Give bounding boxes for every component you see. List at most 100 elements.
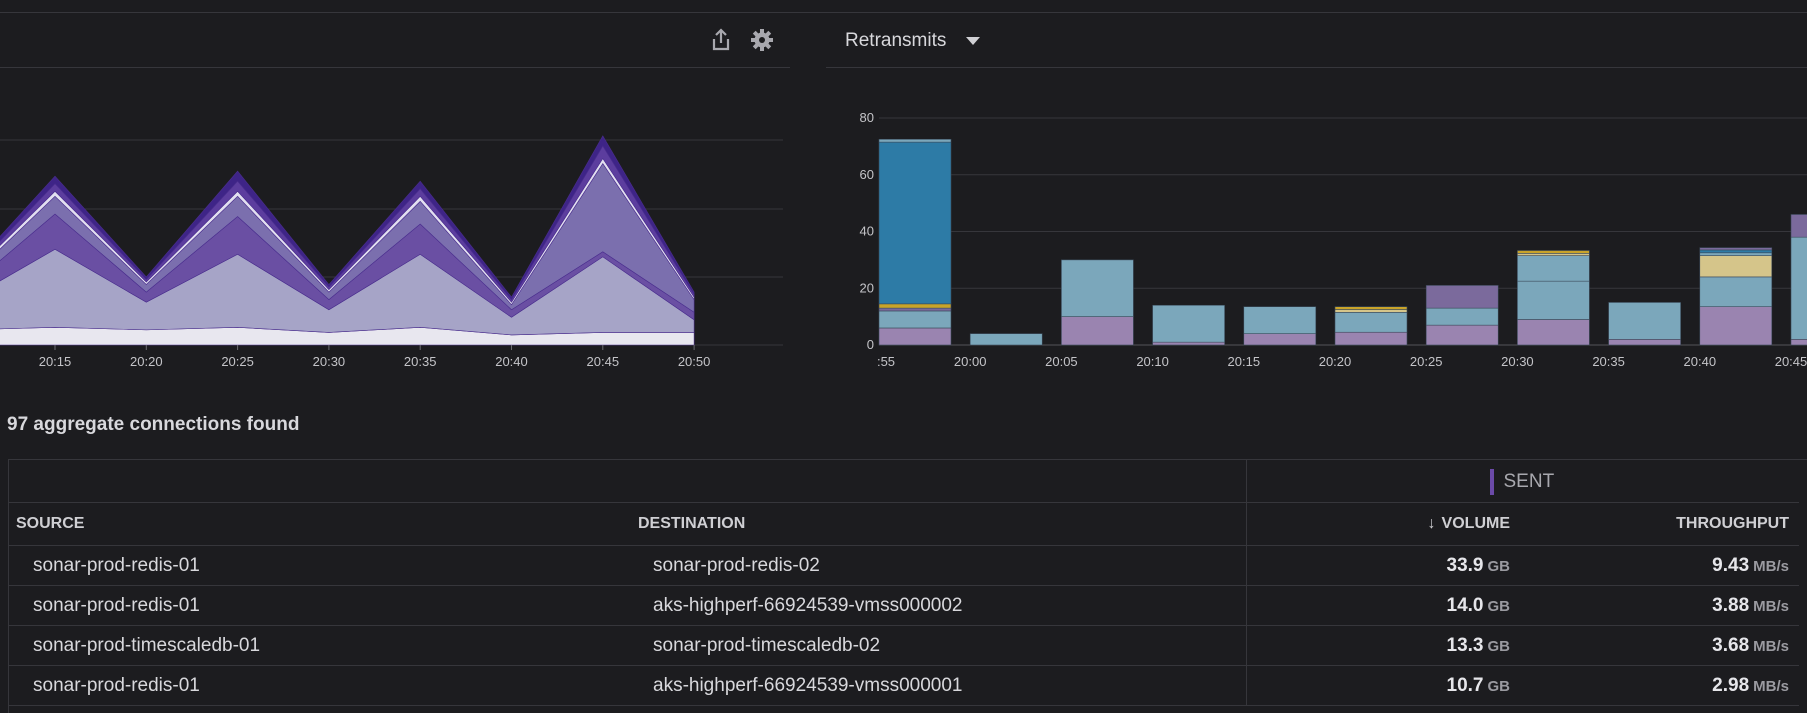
caret-down-icon <box>966 37 981 45</box>
table-row[interactable]: sonar-prod-timescaledb-01 sonar-prod-time… <box>9 625 1799 666</box>
row-throughput: 3.88 MB/s <box>1520 585 1799 626</box>
x-tick-label: 20:30 <box>1501 354 1534 369</box>
bar-segment <box>1608 302 1681 340</box>
bar-segment <box>1334 309 1408 313</box>
row-volume-unit: GB <box>1487 637 1511 655</box>
row-throughput-unit: MB/s <box>1753 637 1789 655</box>
column-header-throughput[interactable]: THROUGHPUT <box>1520 502 1799 546</box>
row-throughput-value: 3.68 <box>1712 634 1750 656</box>
x-tick-label: 20:10 <box>1136 354 1169 369</box>
bar-segment <box>1517 280 1590 320</box>
row-throughput-unit: MB/s <box>1753 557 1789 575</box>
row-destination[interactable]: aks-highperf-66924539-vmss000002 <box>628 585 1246 626</box>
bar-segment <box>1334 331 1408 346</box>
bar-segment <box>1699 252 1773 256</box>
y-tick-label: 80 <box>860 110 874 125</box>
row-throughput-unit: MB/s <box>1753 677 1789 695</box>
y-tick-label: 0 <box>867 337 874 352</box>
x-tick-label: 20:25 <box>221 354 254 369</box>
column-header-volume-label: VOLUME <box>1441 515 1510 532</box>
connections-table: SENT SOURCE DESTINATION ↓ VOLUME THROUGHP… <box>8 459 1807 713</box>
row-volume-value: 10.7 <box>1446 674 1484 696</box>
row-throughput: 3.68 MB/s <box>1520 625 1799 666</box>
bar-segment <box>1243 306 1317 334</box>
row-throughput: 2.98 MB/s <box>1520 665 1799 706</box>
bar-segment <box>1152 341 1225 346</box>
sent-group-label: SENT <box>1503 471 1555 492</box>
bar-segment <box>878 310 952 329</box>
bar-segment <box>878 138 952 143</box>
gear-icon <box>751 29 773 51</box>
sent-color-bar <box>1489 469 1494 495</box>
row-throughput-value: 2.98 <box>1712 674 1750 696</box>
right-panel-header-divider <box>826 67 1807 68</box>
x-tick-label: 20:20 <box>130 354 163 369</box>
share-button[interactable] <box>707 26 735 54</box>
x-tick-label: 20:30 <box>313 354 346 369</box>
bar-segment <box>1425 285 1499 309</box>
area-chart: 20:15 20:20 20:25 20:30 20:35 20:40 20:45 20:50 <box>0 135 783 369</box>
bar-segment <box>1334 312 1408 333</box>
row-volume-value: 13.3 <box>1446 634 1484 656</box>
bar-segment <box>1699 306 1773 346</box>
bar-segment <box>1152 304 1225 343</box>
row-destination[interactable]: aks-highperf-66924539-vmss000001 <box>628 665 1246 706</box>
x-tick-label: 20:00 <box>954 354 987 369</box>
x-tick-label: 20:20 <box>1319 354 1352 369</box>
row-source[interactable]: sonar-prod-timescaledb-01 <box>9 625 628 666</box>
x-tick-label: 20:35 <box>404 354 437 369</box>
row-volume: 10.7 GB <box>1245 665 1520 706</box>
row-volume: 14.0 GB <box>1245 585 1520 626</box>
row-throughput-value: 9.43 <box>1712 554 1750 576</box>
x-tick-label: 20:50 <box>678 354 711 369</box>
x-tick-label: 20:15 <box>39 354 72 369</box>
x-tick-label: 20:45 <box>587 354 620 369</box>
bar-segment <box>878 327 952 346</box>
group-spacer <box>9 460 628 503</box>
row-destination[interactable]: sonar-prod-redis-02 <box>628 545 1246 586</box>
bar-segment <box>1061 259 1134 317</box>
row-volume-value: 33.9 <box>1446 554 1484 576</box>
sort-down-arrow-icon: ↓ <box>1427 515 1436 532</box>
bar-segment <box>878 141 952 305</box>
x-tick-label: 20:45 <box>1775 354 1807 369</box>
bar-segment <box>878 303 952 309</box>
column-header-volume[interactable]: ↓ VOLUME <box>1245 502 1520 546</box>
bar-segment <box>969 333 1043 346</box>
bar-segment <box>1790 339 1807 346</box>
row-volume-unit: GB <box>1487 557 1511 575</box>
row-destination[interactable]: sonar-prod-timescaledb-02 <box>628 625 1246 666</box>
group-spacer <box>628 460 1246 503</box>
bar-segment <box>1699 255 1773 278</box>
bar-segment <box>878 307 952 312</box>
connections-summary: 97 aggregate connections found <box>7 414 300 435</box>
row-throughput-unit: MB/s <box>1753 597 1789 615</box>
x-tick-label: 20:25 <box>1410 354 1443 369</box>
table-row[interactable]: sonar-prod-redis-01 aks-highperf-66924539… <box>9 585 1799 626</box>
metric-selector[interactable]: Retransmits <box>845 26 981 56</box>
row-source[interactable]: sonar-prod-redis-01 <box>9 585 628 626</box>
row-throughput-value: 3.88 <box>1712 594 1750 616</box>
left-panel-header-divider <box>0 67 790 68</box>
bar-segment <box>1608 339 1681 346</box>
table-row[interactable]: sonar-prod-redis-01 aks-highperf-66924539… <box>9 665 1799 706</box>
y-tick-label: 60 <box>860 167 874 182</box>
bar-segment <box>1243 333 1317 346</box>
column-header-source[interactable]: SOURCE <box>9 502 628 546</box>
x-tick-label: 20:35 <box>1592 354 1625 369</box>
y-tick-label: 20 <box>860 280 874 295</box>
row-volume: 13.3 GB <box>1245 625 1520 666</box>
row-volume-value: 14.0 <box>1446 594 1484 616</box>
row-volume-unit: GB <box>1487 597 1511 615</box>
metric-selector-label: Retransmits <box>845 30 947 51</box>
row-source[interactable]: sonar-prod-redis-01 <box>9 545 628 586</box>
row-source[interactable]: sonar-prod-redis-01 <box>9 665 628 706</box>
column-header-destination[interactable]: DESTINATION <box>628 502 1246 546</box>
bar-segment <box>1425 307 1499 326</box>
bar-segment <box>1790 214 1807 238</box>
settings-button[interactable] <box>748 26 776 54</box>
bar-segment <box>1699 249 1773 254</box>
table-row[interactable]: sonar-prod-redis-01 sonar-prod-redis-02 33… <box>9 545 1799 586</box>
y-tick-label: 40 <box>860 224 874 239</box>
bar-segment <box>1334 306 1408 310</box>
